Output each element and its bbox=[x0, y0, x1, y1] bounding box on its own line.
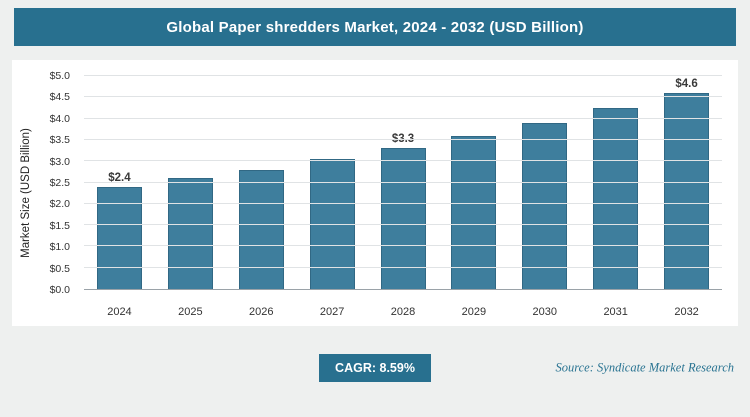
x-tick-label: 2026 bbox=[248, 306, 274, 318]
gridline bbox=[84, 96, 722, 98]
bar-slot bbox=[580, 76, 651, 289]
x-tick-label: 2029 bbox=[461, 306, 487, 318]
bar-slot bbox=[226, 76, 297, 289]
bar bbox=[593, 107, 639, 289]
cagr-badge: CAGR: 8.59% bbox=[319, 354, 431, 382]
y-tick-label: $0.5 bbox=[49, 262, 70, 275]
y-tick-label: $5.0 bbox=[49, 70, 70, 82]
x-tick-label: 2030 bbox=[532, 306, 558, 318]
bar-slot: $3.3 bbox=[368, 76, 439, 289]
x-axis-ticks: 2024 2025 2026 2027 2028 2029 2030 2031 2032 bbox=[84, 306, 722, 318]
x-tick-label: 2025 bbox=[178, 306, 203, 318]
bar-slot bbox=[297, 76, 368, 289]
chart-panel: Market Size (USD Billion) $0.0 $0.5 $1.0 $1… bbox=[12, 60, 738, 326]
gridline bbox=[84, 160, 722, 162]
chart-title: Global Paper shredders Market, 2024 - 20… bbox=[166, 18, 584, 36]
bar-value-label: $4.6 bbox=[675, 78, 698, 91]
gridline bbox=[84, 117, 722, 119]
bar-slot: $2.4 bbox=[84, 76, 155, 289]
gridline bbox=[84, 138, 722, 140]
bar bbox=[380, 148, 426, 289]
source-attribution: Source: Syndicate Market Research bbox=[555, 360, 734, 375]
gridline bbox=[84, 245, 722, 247]
y-tick-label: $0.0 bbox=[49, 284, 70, 296]
x-tick-label: 2031 bbox=[603, 306, 628, 318]
gridline bbox=[84, 224, 722, 226]
chart-footer: CAGR: 8.59% Source: Syndicate Market Res… bbox=[0, 354, 750, 382]
x-tick-label: 2024 bbox=[107, 306, 132, 318]
bar-value-label: $2.4 bbox=[108, 171, 131, 184]
bar bbox=[238, 169, 284, 289]
bar bbox=[664, 93, 710, 289]
y-tick-label: $4.5 bbox=[49, 91, 70, 104]
bar bbox=[167, 178, 213, 289]
y-tick-label: $4.0 bbox=[49, 112, 70, 125]
bar-slot bbox=[438, 76, 509, 289]
gridline bbox=[84, 202, 722, 204]
y-tick-label: $2.0 bbox=[49, 198, 70, 211]
bar-series: $2.4 $3.3 $4.6 bbox=[84, 76, 722, 289]
gridline bbox=[84, 75, 722, 76]
y-tick-label: $1.0 bbox=[49, 241, 70, 254]
y-tick-label: $2.5 bbox=[49, 177, 70, 189]
bar-slot bbox=[155, 76, 226, 289]
gridline bbox=[84, 266, 722, 268]
bar-slot: $4.6 bbox=[651, 76, 722, 289]
bar-slot bbox=[509, 76, 580, 289]
plot-area: $2.4 $3.3 $4.6 bbox=[84, 75, 722, 290]
bar bbox=[522, 122, 568, 289]
chart-title-bar: Global Paper shredders Market, 2024 - 20… bbox=[14, 8, 736, 46]
y-tick-label: $1.5 bbox=[49, 219, 70, 232]
y-axis-ticks: $0.0 $0.5 $1.0 $1.5 $2.0 $2.5 $3.0 $3.5 $4.0 $4.5… bbox=[12, 70, 76, 296]
x-tick-label: 2028 bbox=[390, 306, 416, 318]
x-tick-label: 2032 bbox=[674, 306, 699, 318]
y-tick-label: $3.5 bbox=[49, 134, 70, 147]
x-tick-label: 2027 bbox=[319, 306, 345, 318]
y-tick-label: $3.0 bbox=[49, 155, 70, 168]
gridline bbox=[84, 181, 722, 183]
